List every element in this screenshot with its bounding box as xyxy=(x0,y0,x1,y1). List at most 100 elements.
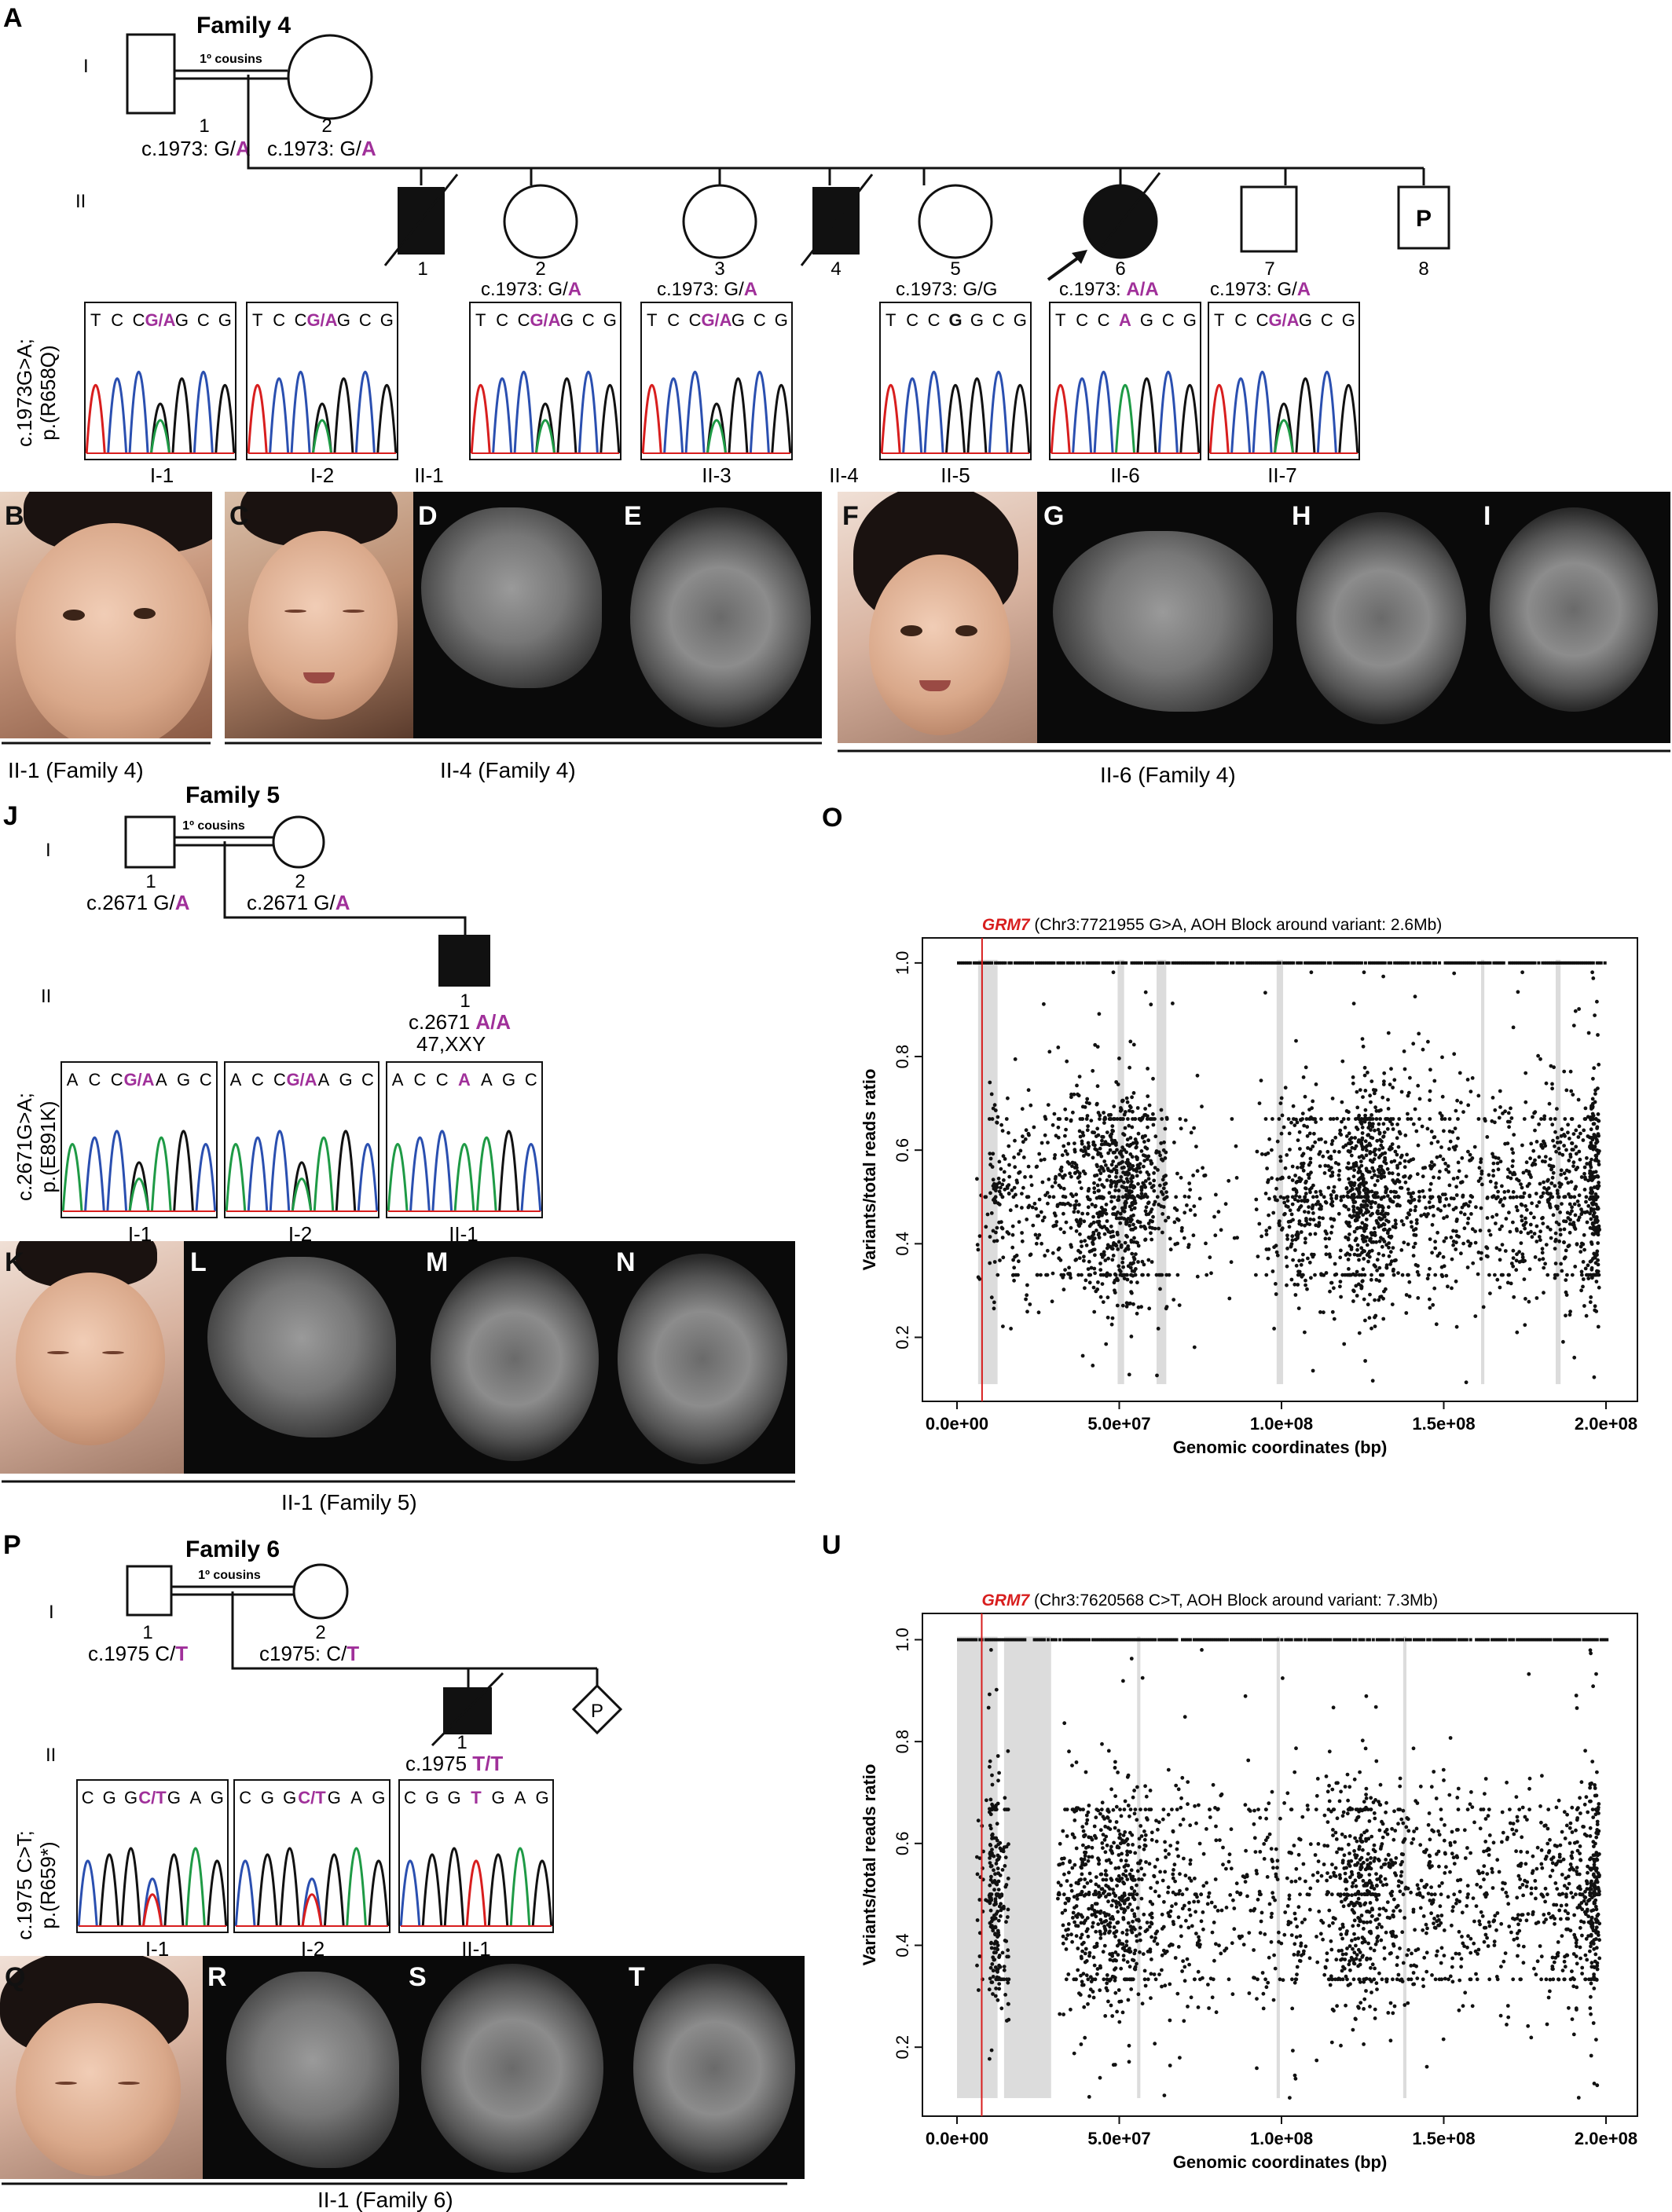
data-point xyxy=(1081,1149,1086,1153)
data-point xyxy=(1088,1987,1093,1992)
trace-label: II-1 xyxy=(414,463,444,487)
data-point xyxy=(1040,1218,1045,1223)
base-call: A xyxy=(156,1070,167,1090)
data-point xyxy=(1052,1223,1057,1228)
data-point xyxy=(1103,2014,1108,2018)
data-point xyxy=(1562,1144,1566,1148)
data-point xyxy=(1294,1263,1299,1268)
data-point xyxy=(1324,1271,1329,1275)
data-point xyxy=(1125,1877,1130,1882)
data-point xyxy=(1373,1091,1377,1096)
data-point xyxy=(1527,1181,1531,1186)
data-point xyxy=(1331,1189,1336,1193)
data-point xyxy=(1452,971,1457,976)
data-point xyxy=(1414,1218,1419,1222)
data-point xyxy=(1108,1925,1112,1929)
data-point xyxy=(1585,1155,1589,1160)
data-point xyxy=(1339,1248,1343,1253)
data-point xyxy=(988,1759,992,1763)
data-point xyxy=(1444,1273,1449,1278)
trace-peak-C xyxy=(107,377,128,454)
data-point xyxy=(1353,1238,1358,1243)
data-point xyxy=(1593,1157,1598,1162)
data-point xyxy=(1385,1166,1390,1171)
base-call: C xyxy=(992,310,1005,330)
data-point xyxy=(1092,1266,1097,1271)
data-point xyxy=(1131,1200,1135,1205)
data-point-homozygous xyxy=(986,961,990,965)
data-point xyxy=(1454,1240,1458,1245)
trace-peak-G xyxy=(333,377,354,454)
data-point xyxy=(1144,1212,1149,1217)
family4-title: Family 4 xyxy=(196,13,291,38)
data-point xyxy=(1150,1161,1154,1166)
trace-peak-G xyxy=(421,1853,443,1927)
data-point xyxy=(1146,1177,1151,1181)
data-point xyxy=(1398,1203,1402,1208)
chromatogram-i2: C G G C/T G A G xyxy=(233,1779,390,1933)
data-point xyxy=(1588,1225,1593,1230)
data-point xyxy=(1386,1219,1391,1224)
genotype-i2: c.2671 G/A xyxy=(247,891,350,914)
data-point xyxy=(1267,1213,1270,1218)
data-point xyxy=(1223,1202,1228,1207)
data-point xyxy=(1135,1240,1138,1244)
data-point xyxy=(1528,1156,1532,1161)
data-point xyxy=(1187,1181,1192,1185)
data-point xyxy=(1578,1157,1582,1162)
data-point xyxy=(1270,1891,1274,1895)
data-point xyxy=(1221,1845,1225,1850)
data-point xyxy=(1114,1155,1119,1159)
data-point xyxy=(1590,1189,1594,1194)
data-point xyxy=(1072,1171,1077,1175)
data-point xyxy=(1121,1679,1125,1683)
data-point xyxy=(1311,1144,1315,1148)
data-point xyxy=(1161,1948,1166,1953)
data-point xyxy=(1288,1208,1292,1213)
data-point xyxy=(1435,1155,1439,1159)
data-point-homozygous xyxy=(1050,961,1054,965)
data-point xyxy=(1571,1221,1576,1225)
data-point xyxy=(1543,1155,1548,1159)
data-point xyxy=(1381,1082,1386,1086)
data-point xyxy=(1205,1902,1210,1906)
data-point xyxy=(1352,1229,1357,1234)
data-point xyxy=(1459,1210,1463,1214)
base-call: C xyxy=(133,310,145,330)
data-point xyxy=(1109,2003,1113,2008)
data-point xyxy=(1053,1181,1058,1185)
data-point xyxy=(1140,1195,1144,1199)
data-point xyxy=(1362,1297,1366,1302)
chromatogram-ii2: T C C G/A G C G xyxy=(469,302,622,460)
data-point xyxy=(1519,1230,1524,1235)
data-point xyxy=(1374,1117,1379,1121)
data-point xyxy=(1273,1195,1277,1199)
data-point xyxy=(1106,1816,1110,1820)
data-point xyxy=(1064,1127,1068,1132)
data-point xyxy=(1384,1287,1388,1291)
data-point xyxy=(1441,1157,1446,1162)
trace-peak-G xyxy=(1010,383,1031,454)
data-point xyxy=(1080,1139,1084,1144)
base-call: G xyxy=(732,310,745,330)
data-point xyxy=(1080,1825,1085,1829)
data-point xyxy=(1067,1896,1071,1901)
data-point xyxy=(1069,1225,1073,1230)
data-point xyxy=(1131,1222,1135,1227)
data-point xyxy=(1043,1117,1048,1121)
data-point xyxy=(1103,1926,1107,1931)
data-point-homozygous xyxy=(1591,961,1595,965)
data-point xyxy=(1316,1859,1321,1864)
data-point xyxy=(1104,1163,1108,1167)
variant-label-f5: c.2671G>A;p.(E891K) xyxy=(13,1093,60,1201)
data-point xyxy=(989,1092,994,1097)
chromatogram-i1: C G G C/T G A G xyxy=(76,1779,229,1933)
data-point xyxy=(1333,1262,1337,1266)
data-point xyxy=(1345,1929,1349,1933)
data-point xyxy=(1429,1130,1434,1133)
data-point xyxy=(1520,1255,1525,1259)
data-point xyxy=(1267,1196,1271,1201)
data-point xyxy=(1399,1155,1403,1159)
base-call: T xyxy=(471,1788,482,1807)
data-point xyxy=(1087,1835,1091,1840)
